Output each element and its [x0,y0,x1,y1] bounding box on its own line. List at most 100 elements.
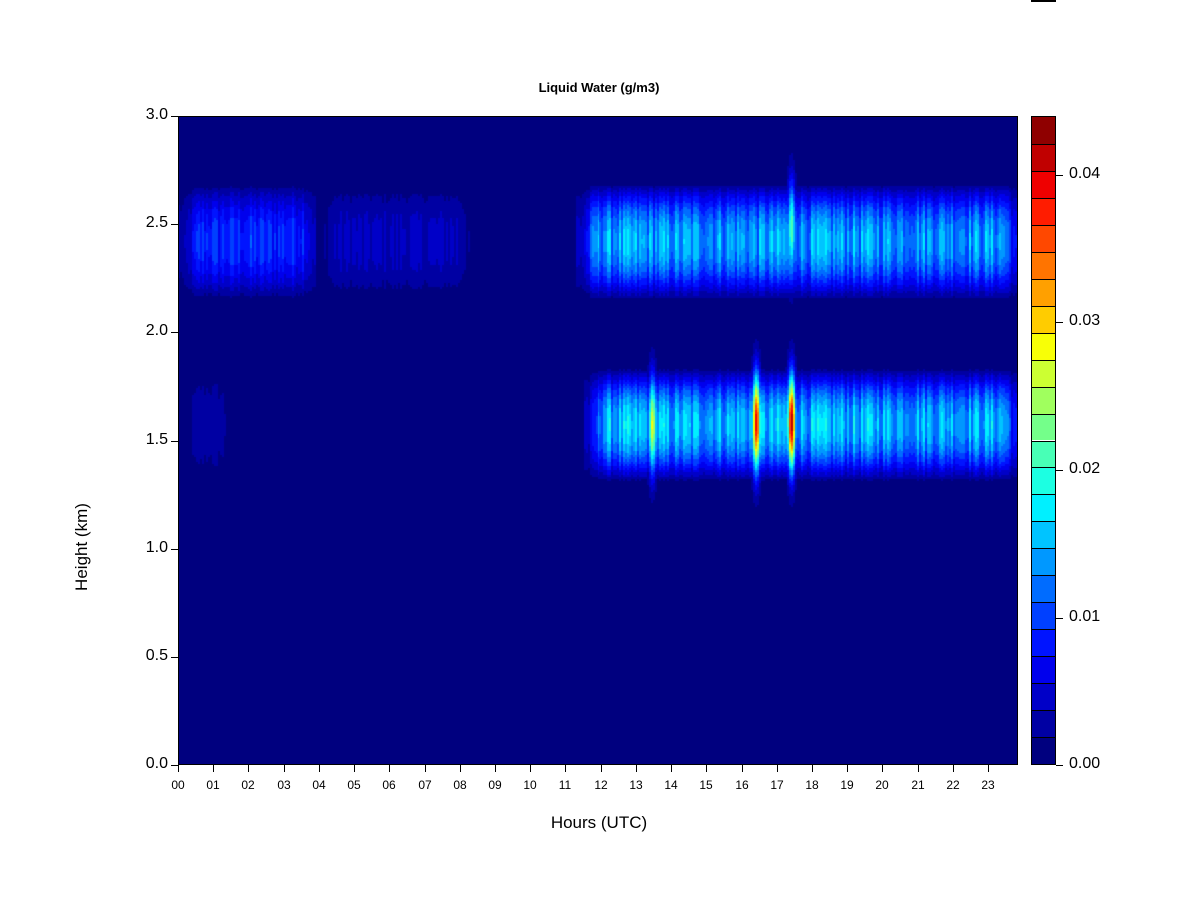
colorbar-tick-label: 0.03 [1069,312,1101,329]
colorbar-cell [1032,737,1055,764]
colorbar-cell [1032,143,1055,171]
heatmap-canvas [179,117,1017,764]
x-tick-label: 07 [418,778,432,792]
x-tick [213,765,214,772]
colorbar-cell [1032,683,1055,711]
x-tick-label: 20 [875,778,889,792]
colorbar-cell [1032,251,1055,279]
colorbar-cell [1032,332,1055,360]
y-tick-label: 0.5 [145,647,168,664]
colorbar-tick [1056,322,1063,323]
x-tick [354,765,355,772]
x-tick-label: 09 [488,778,502,792]
y-tick [171,116,178,117]
x-tick [953,765,954,772]
y-tick-label: 1.0 [145,539,168,556]
x-tick [742,765,743,772]
x-tick-label: 19 [840,778,854,792]
y-tick [171,765,178,766]
colorbar-cell [1032,197,1055,225]
colorbar-tick [1056,470,1063,471]
colorbar-cell [1032,305,1055,333]
y-tick [171,332,178,333]
colorbar-cell [1032,278,1055,306]
x-tick-label: 11 [558,778,572,792]
x-tick [319,765,320,772]
x-tick [495,765,496,772]
x-tick [460,765,461,772]
colorbar-cell [1032,467,1055,495]
y-tick-label: 3.0 [145,106,168,123]
x-tick-label: 03 [277,778,291,792]
colorbar-tick-label: 0.01 [1069,608,1101,625]
x-tick-label: 05 [347,778,361,792]
colorbar-cell [1032,521,1055,549]
colorbar-cell [1032,494,1055,522]
colorbar-tick [1056,765,1063,766]
x-tick [601,765,602,772]
colorbar-cell [1032,440,1055,468]
x-tick-label: 02 [241,778,255,792]
y-tick [171,549,178,550]
x-tick [178,765,179,772]
colorbar-cell [1032,117,1055,144]
colorbar-cell [1032,548,1055,576]
y-tick-label: 2.5 [145,214,168,231]
colorbar-cell [1032,656,1055,684]
x-tick-label: 17 [770,778,784,792]
colorbar-cell [1032,629,1055,657]
x-tick [777,765,778,772]
colorbar-cell [1032,386,1055,414]
plot-area [178,116,1018,765]
x-tick-label: 21 [911,778,925,792]
x-tick [847,765,848,772]
y-tick-label: 0.0 [145,755,168,772]
y-tick [171,224,178,225]
x-tick-label: 14 [664,778,678,792]
x-tick [248,765,249,772]
x-tick [425,765,426,772]
x-tick-label: 04 [312,778,326,792]
colorbar-cell [1032,413,1055,441]
x-tick-label: 08 [453,778,467,792]
colorbar-cell [1032,224,1055,252]
x-tick [636,765,637,772]
colorbar [1031,116,1056,765]
x-tick [389,765,390,772]
x-tick-label: 10 [523,778,537,792]
y-tick-label: 2.0 [145,322,168,339]
y-tick-label: 1.5 [145,431,168,448]
corner-mark [1031,0,1056,2]
y-tick [171,657,178,658]
x-tick [565,765,566,772]
colorbar-cell [1032,710,1055,738]
colorbar-cell [1032,170,1055,198]
chart-title: Liquid Water (g/m3) [538,80,660,95]
x-tick-label: 15 [699,778,713,792]
y-tick [171,441,178,442]
colorbar-tick-label: 0.02 [1069,460,1101,477]
x-tick-label: 13 [629,778,643,792]
x-tick-label: 01 [206,778,220,792]
y-axis-label: Height (km) [72,503,91,591]
colorbar-tick [1056,618,1063,619]
x-tick [918,765,919,772]
colorbar-cell [1032,602,1055,630]
x-tick [812,765,813,772]
x-tick [530,765,531,772]
colorbar-tick-label: 0.00 [1069,755,1101,772]
x-axis-label: Hours (UTC) [550,813,648,832]
colorbar-cell [1032,359,1055,387]
x-tick [882,765,883,772]
colorbar-tick [1056,175,1063,176]
x-tick-label: 22 [946,778,960,792]
colorbar-cell [1032,575,1055,603]
x-tick-label: 06 [382,778,396,792]
x-tick-label: 16 [735,778,749,792]
x-tick-label: 23 [981,778,995,792]
x-tick-label: 18 [805,778,819,792]
x-tick-label: 12 [594,778,608,792]
colorbar-tick-label: 0.04 [1069,165,1101,182]
x-tick [671,765,672,772]
x-tick [284,765,285,772]
